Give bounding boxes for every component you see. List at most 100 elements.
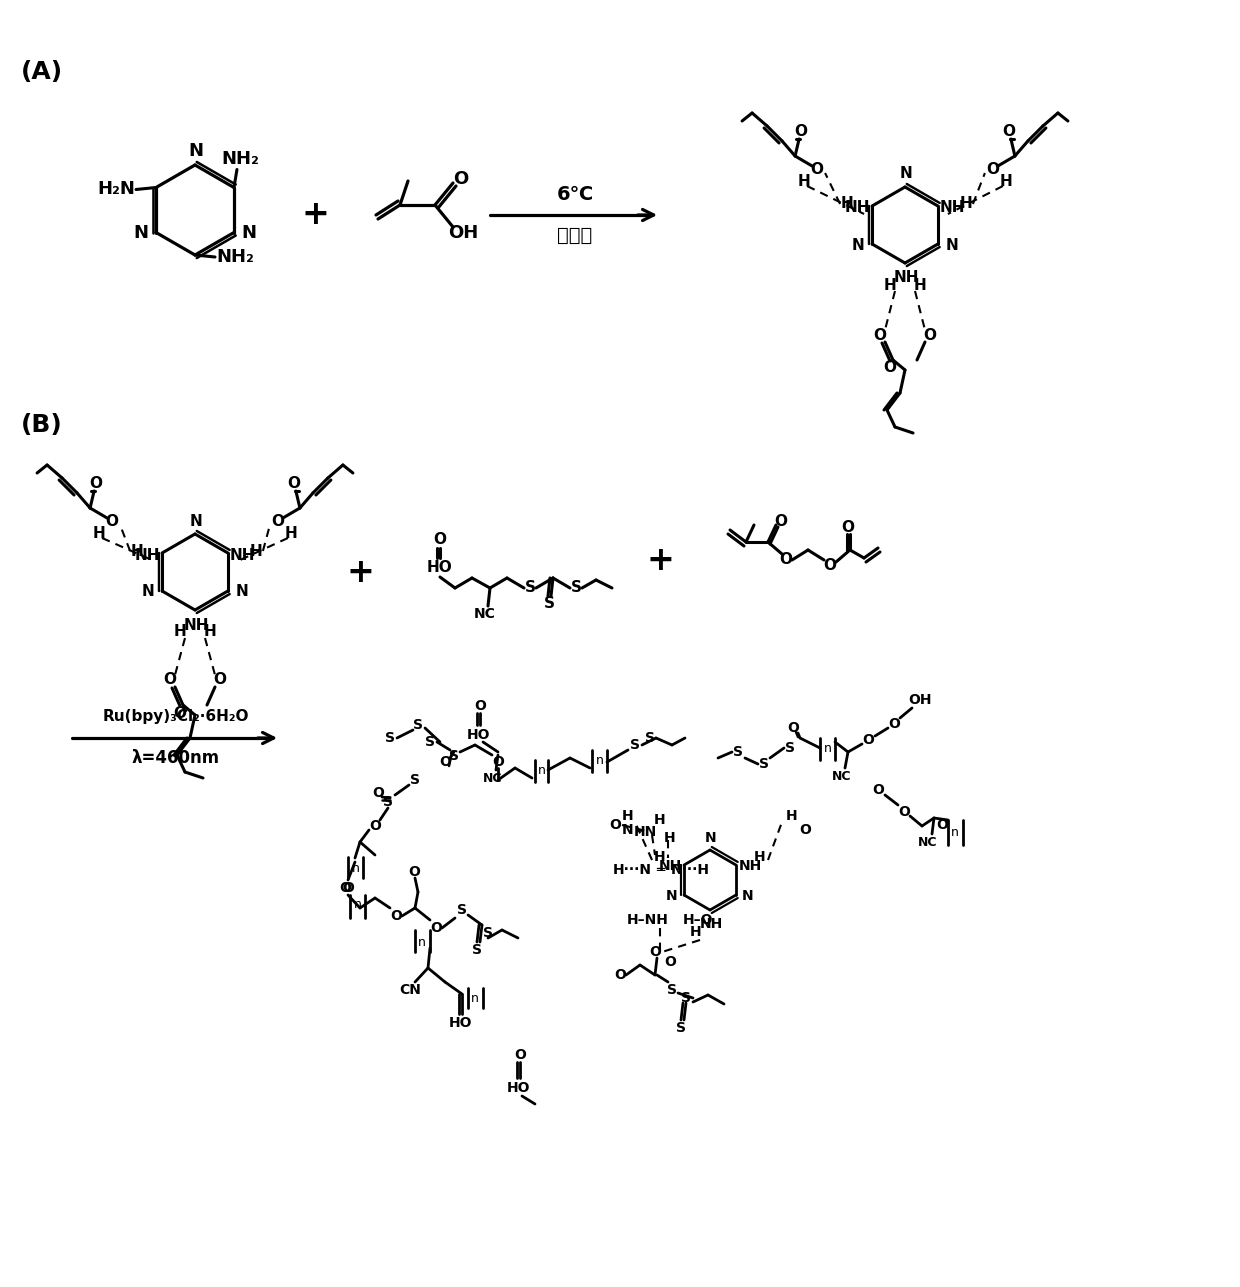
Text: S: S xyxy=(570,580,582,596)
Text: O: O xyxy=(787,721,799,735)
Text: H: H xyxy=(174,624,186,640)
Text: H–NH: H–NH xyxy=(627,912,668,927)
Text: (A): (A) xyxy=(21,60,63,84)
Text: NH: NH xyxy=(893,270,919,286)
Text: O: O xyxy=(898,804,910,819)
Text: O: O xyxy=(288,475,300,490)
Text: n: n xyxy=(825,741,832,754)
Text: O: O xyxy=(339,882,351,894)
Text: O: O xyxy=(1002,124,1016,139)
Text: H: H xyxy=(691,925,702,940)
Text: S: S xyxy=(425,735,435,749)
Text: NC: NC xyxy=(832,770,852,782)
Text: H: H xyxy=(130,543,144,559)
Text: (B): (B) xyxy=(21,413,63,438)
Text: O: O xyxy=(811,161,823,176)
Text: S: S xyxy=(384,731,396,745)
Text: NH: NH xyxy=(699,918,723,931)
Text: S: S xyxy=(458,903,467,918)
Text: H: H xyxy=(655,813,666,828)
Text: N: N xyxy=(190,514,202,529)
Text: CN: CN xyxy=(399,983,420,997)
Text: n: n xyxy=(596,753,604,767)
Text: H: H xyxy=(203,624,216,640)
Text: O: O xyxy=(649,945,661,959)
Text: H: H xyxy=(754,849,766,864)
Text: O: O xyxy=(780,552,792,568)
Text: +: + xyxy=(646,543,673,577)
Text: NH: NH xyxy=(229,547,254,562)
Text: H: H xyxy=(665,831,676,846)
Text: Ru(bpy)₃Cl₂·6H₂O: Ru(bpy)₃Cl₂·6H₂O xyxy=(103,709,249,723)
Text: O: O xyxy=(430,921,441,934)
Text: NH: NH xyxy=(738,858,761,873)
Text: H: H xyxy=(284,525,298,541)
Text: O: O xyxy=(474,699,486,713)
Text: O: O xyxy=(434,533,446,547)
Text: NH: NH xyxy=(134,547,160,562)
Text: S: S xyxy=(785,741,795,755)
Text: O: O xyxy=(372,786,384,801)
Text: S: S xyxy=(543,596,554,610)
Text: H: H xyxy=(622,810,634,822)
Text: n: n xyxy=(538,763,546,776)
Text: NH₂: NH₂ xyxy=(216,248,254,266)
Text: O: O xyxy=(799,822,811,837)
Text: O: O xyxy=(872,782,884,797)
Text: N: N xyxy=(236,584,248,600)
Text: S: S xyxy=(733,745,743,759)
Text: N: N xyxy=(743,889,754,903)
Text: O: O xyxy=(888,717,900,731)
Text: n: n xyxy=(418,936,425,949)
Text: n: n xyxy=(951,825,959,839)
Text: O: O xyxy=(665,955,676,969)
Text: NC: NC xyxy=(484,771,502,785)
Text: N: N xyxy=(946,238,959,252)
Text: NC: NC xyxy=(919,835,937,848)
Text: H: H xyxy=(93,525,105,541)
Text: O: O xyxy=(883,360,897,376)
Text: O: O xyxy=(842,520,854,535)
Text: H: H xyxy=(786,810,797,822)
Text: NH: NH xyxy=(184,618,208,632)
Text: N: N xyxy=(622,822,634,837)
Text: O: O xyxy=(609,819,621,831)
Text: H₂N: H₂N xyxy=(97,180,135,198)
Text: N: N xyxy=(242,224,257,242)
Text: HO: HO xyxy=(506,1081,529,1095)
Text: O: O xyxy=(408,865,420,879)
Text: H–O: H–O xyxy=(683,912,713,927)
Text: S: S xyxy=(413,718,423,732)
Text: S: S xyxy=(484,927,494,940)
Text: S: S xyxy=(449,749,459,763)
Text: O: O xyxy=(862,734,874,746)
Text: O: O xyxy=(775,514,787,529)
Text: N: N xyxy=(141,584,155,600)
Text: O: O xyxy=(936,819,947,831)
Text: HN: HN xyxy=(634,825,657,839)
Text: O: O xyxy=(391,909,402,923)
Text: NH: NH xyxy=(939,201,965,215)
Text: S: S xyxy=(676,1021,686,1035)
Text: O: O xyxy=(272,514,284,529)
Text: S: S xyxy=(667,983,677,997)
Text: S: S xyxy=(681,991,691,1005)
Text: NH: NH xyxy=(658,858,682,873)
Text: O: O xyxy=(105,514,119,529)
Text: O: O xyxy=(454,170,469,188)
Text: O: O xyxy=(924,327,936,342)
Text: NH₂: NH₂ xyxy=(221,151,259,169)
Text: NH: NH xyxy=(844,201,869,215)
Text: O: O xyxy=(823,559,837,574)
Text: O: O xyxy=(515,1048,526,1062)
Text: ═: ═ xyxy=(656,864,665,876)
Text: λ=460nm: λ=460nm xyxy=(131,749,219,767)
Text: n: n xyxy=(471,991,479,1004)
Text: H: H xyxy=(249,543,263,559)
Text: 6℃: 6℃ xyxy=(557,185,594,205)
Text: O: O xyxy=(873,327,887,342)
Text: HO: HO xyxy=(466,728,490,743)
Text: O: O xyxy=(342,882,353,894)
Text: O: O xyxy=(492,755,503,770)
Text: N: N xyxy=(188,142,203,160)
